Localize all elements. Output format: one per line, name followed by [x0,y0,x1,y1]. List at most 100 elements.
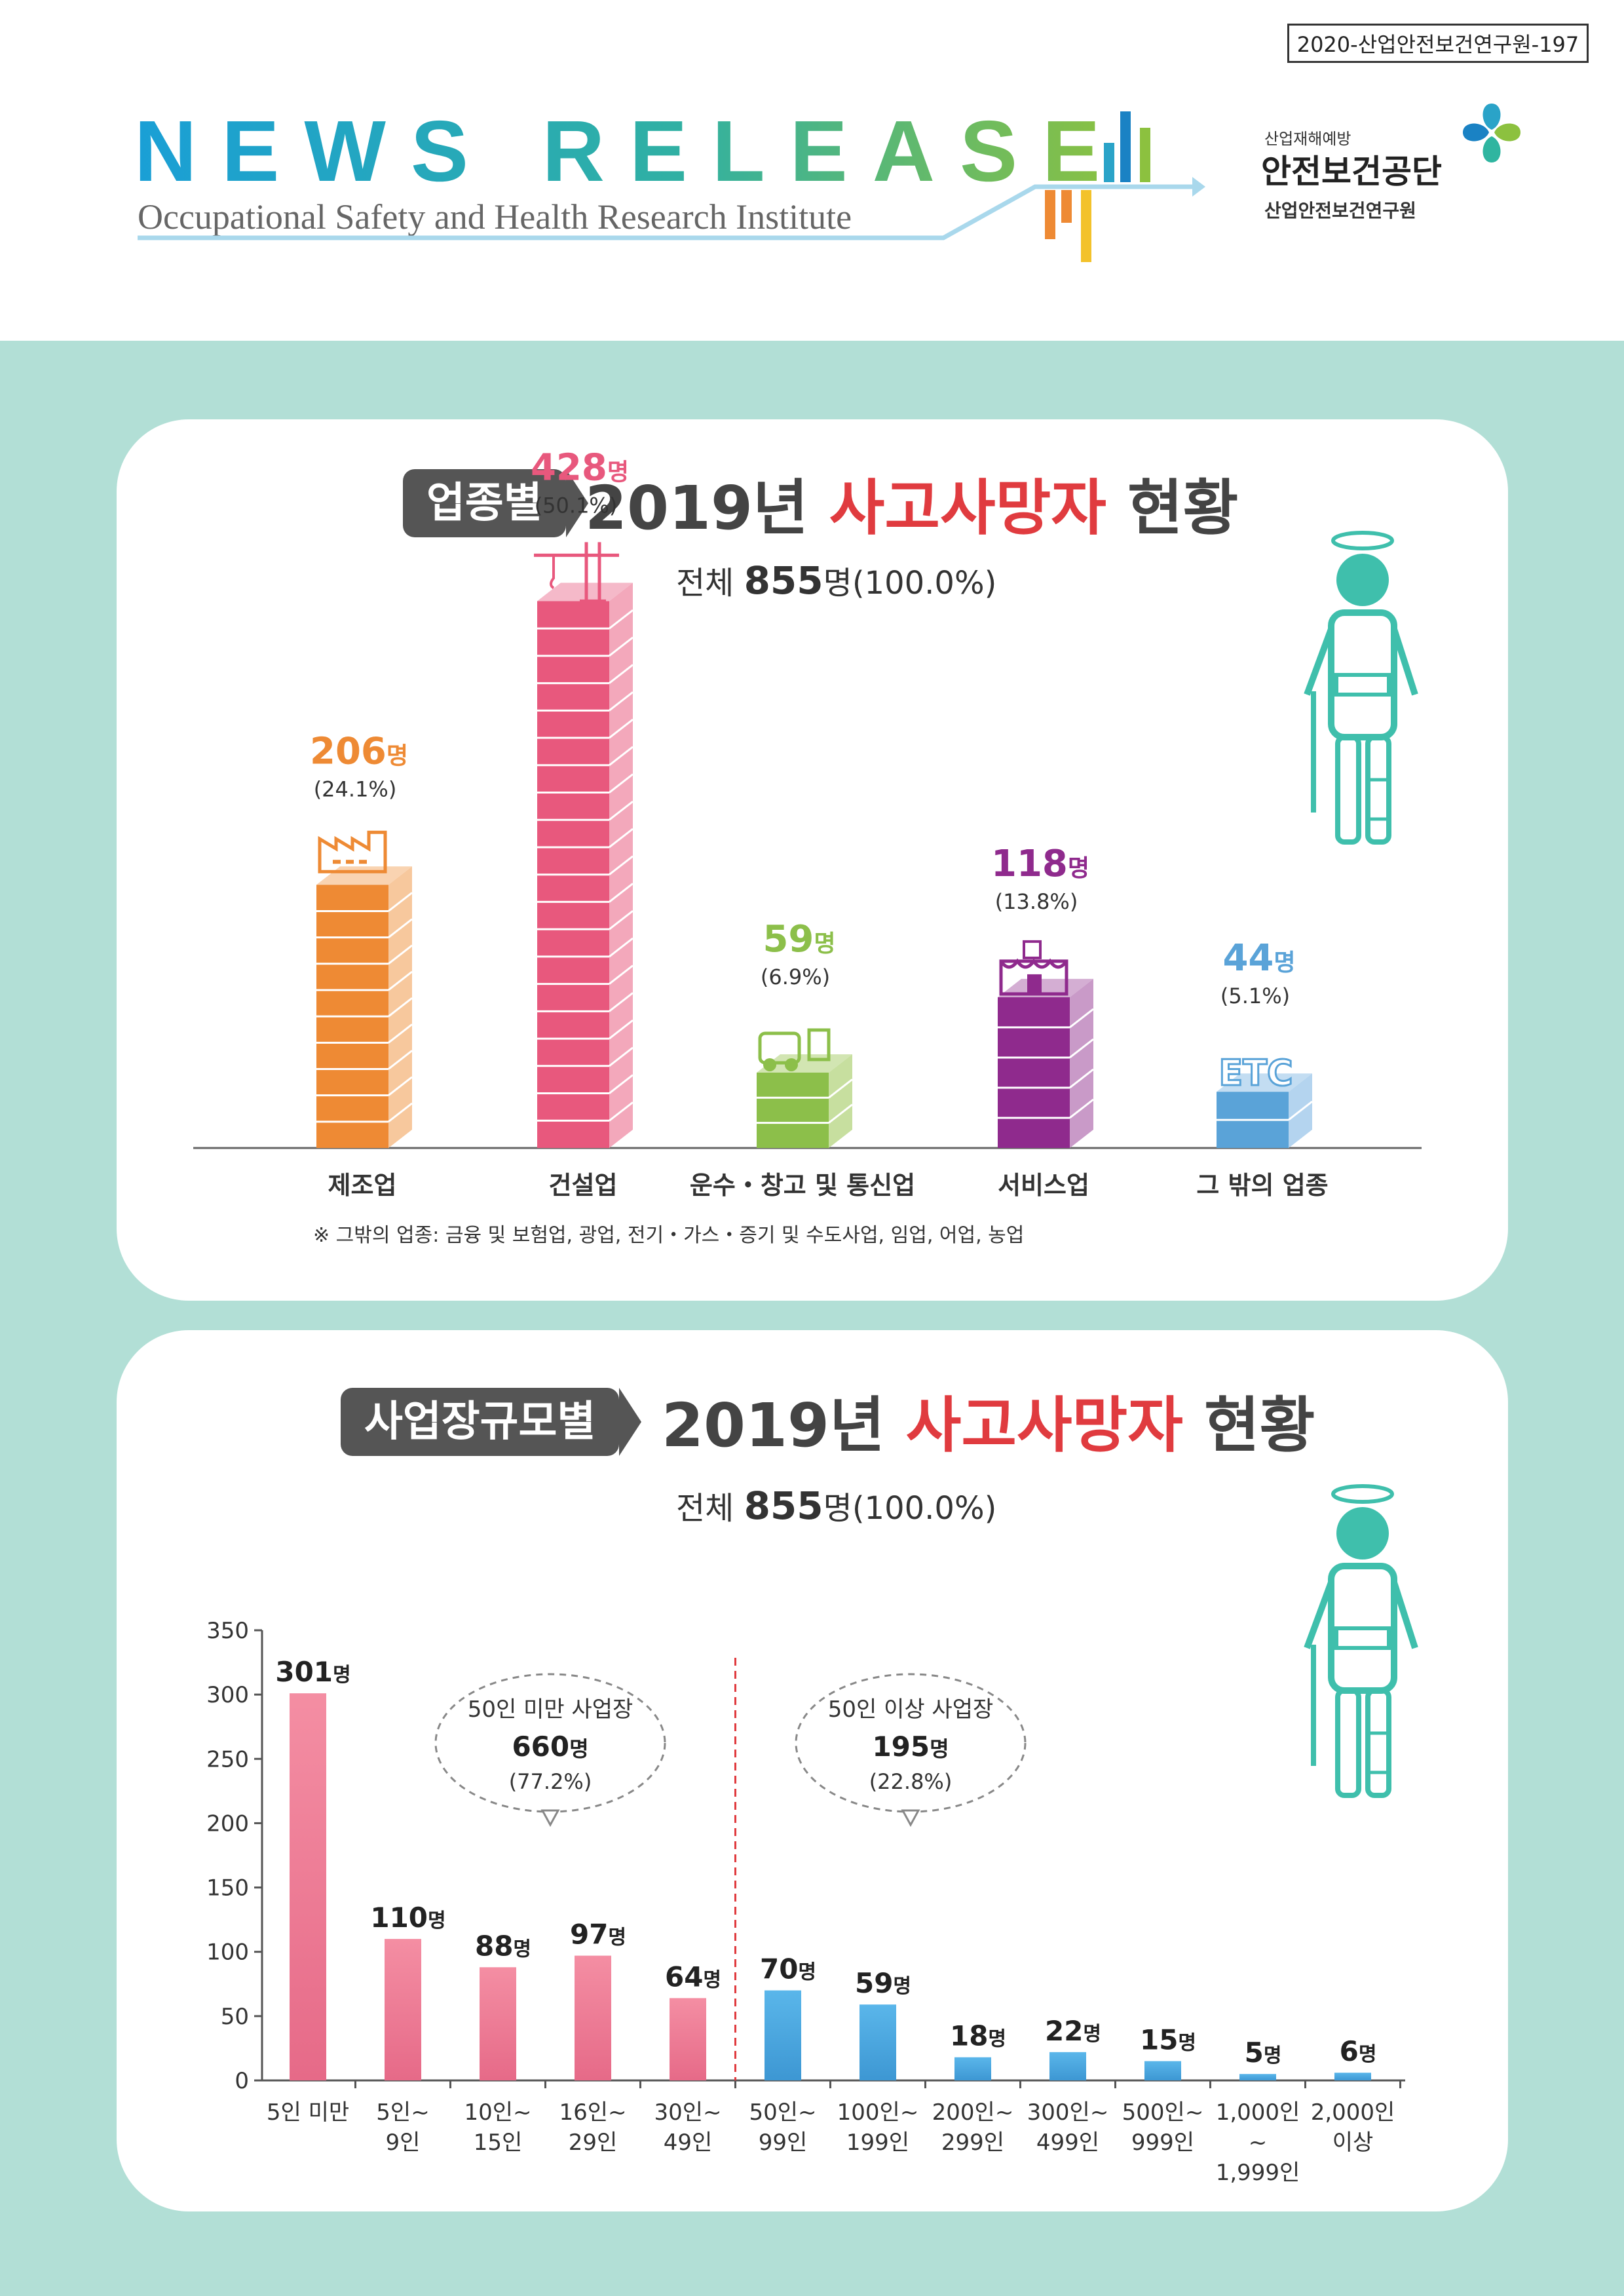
industry-heading: 2019년 사고사망자 현황 [585,473,1239,543]
industry-bar-side-stripe [609,801,633,821]
size-category-label: 30인~ 49인 [654,2099,721,2156]
size-value-label: 88명 [475,1930,531,1962]
y-tick-label: 200 [206,1810,249,1837]
size-value-label: 301명 [275,1656,350,1688]
forklift-wheel [785,1058,798,1071]
industry-bar-side-stripe [609,746,633,766]
industry-bar-side-stripe [1069,1038,1094,1059]
size-bar-group-3: 97명 16인~ 29인 [559,1919,641,2156]
industry-bar-side-stripe [609,828,633,849]
size-bar-group-1: 110명 5인~ 9인 [370,1902,451,2156]
industry-value-label: 44명 [1222,937,1295,980]
industry-bar-side-stripe [388,997,413,1018]
size-category-label: 10인~ 15인 [464,2099,531,2156]
org-name: 안전보건공단 [1261,153,1442,191]
industry-bar-side-stripe [1069,1098,1094,1119]
forklift-wheel [763,1058,776,1071]
industry-bar-side-stripe [609,1019,633,1040]
industry-bar-group-1: 428명 (50.1%) 건설업 [531,446,633,1200]
industry-bar-side-stripe [609,909,633,930]
industry-chart: 206명 (24.1%) 제조업 428명 (50.1%) 건설업 59명 (6.9%) 운수・… [193,446,1422,1200]
size-bar [1144,2061,1181,2080]
size-category-label: 2,000인 이상 [1311,2099,1395,2156]
shop-door [1027,974,1042,994]
shop-outline [999,958,1068,996]
size-value-label: 59명 [855,1967,911,1999]
size-value-label: 110명 [370,1902,445,1934]
industry-bar-side-stripe [828,1103,853,1124]
industry-bar-side-stripe [609,664,633,684]
industry-tag: 업종별 [403,469,588,537]
size-bar-group-7: 18명 200인~ 299인 [932,2020,1021,2156]
size-value-label: 22명 [1045,2015,1101,2047]
size-category-label: 5인~ 9인 [376,2099,429,2156]
bubble-percent: (77.2%) [509,1769,592,1794]
size-value-label: 6명 [1340,2035,1377,2067]
size-category-label: 16인~ 29인 [559,2099,626,2156]
industry-bar-side-stripe [609,855,633,875]
y-tick-label: 100 [206,1940,249,1966]
factory-outline [318,830,387,873]
size-bar [670,1998,706,2080]
industry-percent-label: (13.8%) [995,889,1078,914]
crane-hook [550,555,555,590]
industry-value-label: 428명 [531,446,629,489]
size-total: 전체 855명(100.0%) [676,1483,997,1528]
industry-bar-side-stripe [388,1102,413,1123]
industry-percent-label: (6.9%) [761,965,830,989]
y-tick-label: 150 [206,1875,249,1902]
industry-percent-label: (5.1%) [1220,984,1290,1008]
size-category-label: 100인~ 199인 [837,2099,919,2156]
size-bar-group-2: 88명 10인~ 15인 [464,1930,546,2156]
etc-icon: ETC [1218,1052,1293,1094]
angel-worker-icon-2 [1304,1484,1418,1798]
industry-bar-top [1217,1073,1312,1092]
industry-bar-side-stripe [388,1024,413,1044]
size-value-label: 15명 [1140,2024,1196,2056]
industry-bar-side-stripe [609,691,633,712]
industry-bar-side-stripe [609,937,633,958]
industry-bar-side-stripe [388,944,413,965]
industry-bar-side-stripe [609,965,633,985]
industry-category-label: 제조업 [328,1171,397,1200]
size-bar-group-10: 5명 1,000인 ~1,999인 [1216,2037,1306,2186]
news-release-title: NEWS RELEASE [134,103,1125,199]
size-bar [765,1990,801,2080]
industry-value-label: 206명 [310,730,408,773]
size-bar [575,1955,611,2080]
size-category-label: 5인 미만 [267,2099,349,2126]
under-50-bubble: 50인 미만 사업장 660명 (77.2%) [434,1673,666,1827]
size-bar [1049,2052,1086,2080]
bubble-tail [540,1809,560,1827]
industry-category-label: 운수・창고 및 통신업 [690,1171,915,1200]
size-category-label: 1,000인 ~1,999인 [1216,2099,1300,2186]
bubble-count: 660명 [512,1731,588,1763]
shop-icon [999,940,1068,996]
size-bar [1239,2074,1276,2080]
industry-category-label: 서비스업 [998,1171,1089,1200]
shop-sign [1023,940,1042,959]
y-tick-label: 300 [206,1682,249,1708]
y-tick-label: 50 [221,2004,249,2030]
size-category-label: 50인~ 99인 [749,2099,816,2156]
industry-bar-side-stripe [609,883,633,903]
size-bar [1334,2073,1371,2080]
size-heading: 2019년 사고사망자 현황 [662,1390,1315,1461]
size-bar [954,2057,991,2080]
news-release-subtitle: Occupational Safety and Health Research … [138,197,852,237]
bubble-label: 50인 미만 사업장 [468,1696,633,1723]
industry-bar-side-stripe [609,1101,633,1122]
industry-bar-side-stripe [1288,1100,1313,1121]
industry-bar-side-stripe [609,718,633,739]
org-institute: 산업안전보건연구원 [1264,200,1416,221]
industry-bar-side [829,1054,852,1148]
industry-bar-side [1070,978,1093,1148]
size-bar [480,1967,516,2080]
industry-value-label: 59명 [763,918,835,961]
size-value-label: 5명 [1245,2037,1282,2069]
y-tick-label: 350 [206,1618,249,1644]
industry-bar-side-stripe [1069,1008,1094,1029]
over-50-bubble: 50인 이상 사업장 195명 (22.8%) [795,1673,1027,1827]
bubble-label: 50인 이상 사업장 [828,1696,994,1723]
industry-bar-side-stripe [609,636,633,657]
